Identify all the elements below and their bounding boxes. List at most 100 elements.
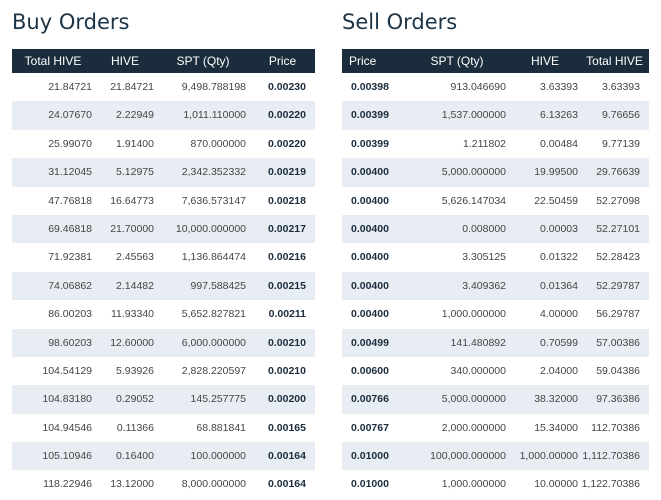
buy-cell-price: 0.00216	[268, 251, 306, 264]
sell-cell-price: 0.00400	[351, 279, 389, 292]
buy-cell-spt-qty: 68.881841	[196, 421, 246, 434]
sell-cell-price: 0.00399	[351, 137, 389, 150]
buy-cell-total-hive: 74.06862	[48, 279, 92, 292]
buy-cell-price: 0.00164	[268, 450, 306, 463]
buy-header-hive[interactable]: HIVE	[110, 54, 139, 68]
buy-cell-spt-qty: 6,000.000000	[181, 336, 246, 349]
sell-order-row[interactable]: 0.00400 5,000.000000 19.99500 29.76639	[342, 158, 649, 187]
sell-header-price[interactable]: Price	[349, 54, 377, 68]
buy-order-row[interactable]: 98.60203 12.60000 6,000.000000 0.00210	[12, 328, 315, 357]
buy-cell-spt-qty: 1,136.864474	[181, 251, 246, 264]
buy-header-total-hive[interactable]: Total HIVE	[24, 54, 82, 68]
sell-order-row[interactable]: 0.00400 0.008000 0.00003 52.27101	[342, 214, 649, 244]
sell-cell-price: 0.00499	[351, 336, 389, 349]
buy-orders-panel: Buy Orders Total HIVE HIVE SPT (Qty) Pri…	[12, 0, 315, 499]
buy-cell-hive: 2.14482	[116, 279, 154, 292]
sell-cell-spt-qty: 5,000.000000	[441, 166, 506, 179]
buy-cell-total-hive: 71.92381	[48, 251, 92, 264]
sell-cell-total-hive: 56.29787	[596, 308, 640, 321]
sell-order-row[interactable]: 0.00400 1,000.000000 4.00000 56.29787	[342, 300, 649, 328]
buy-cell-hive: 2.45563	[116, 251, 154, 264]
buy-order-row[interactable]: 104.54129 5.93926 2,828.220597 0.00210	[12, 357, 315, 385]
buy-order-row[interactable]: 47.76818 16.64773 7,636.573147 0.00218	[12, 187, 315, 215]
sell-cell-price: 0.00400	[351, 222, 389, 235]
sell-cell-price: 0.00399	[351, 109, 389, 122]
sell-order-row[interactable]: 0.00399 1.211802 0.00484 9.77139	[342, 130, 649, 158]
sell-order-row[interactable]: 0.00398 913.046690 3.63393 3.63393	[342, 73, 649, 101]
sell-cell-hive: 0.01322	[540, 251, 578, 264]
sell-order-row[interactable]: 0.00400 5,626.147034 22.50459 52.27098	[342, 187, 649, 215]
sell-order-row[interactable]: 0.01000 1,000.000000 10.00000 1,122.70386	[342, 470, 649, 498]
buy-order-row[interactable]: 21.84721 21.84721 9,498.788198 0.00230	[12, 73, 315, 101]
buy-cell-total-hive: 21.84721	[48, 81, 92, 93]
buy-cell-price: 0.00210	[268, 336, 306, 349]
sell-cell-total-hive: 52.29787	[596, 279, 640, 292]
sell-cell-spt-qty: 5,626.147034	[441, 194, 506, 207]
buy-order-row[interactable]: 86.00203 11.93340 5,652.827821 0.00211	[12, 300, 315, 328]
sell-cell-total-hive: 1,122.70386	[581, 478, 640, 491]
buy-order-row[interactable]: 25.99070 1.91400 870.000000 0.00220	[12, 130, 315, 158]
sell-order-row[interactable]: 0.00600 340.000000 2.04000 59.04386	[342, 357, 649, 385]
buy-order-row[interactable]: 105.10946 0.16400 100.000000 0.00164	[12, 442, 315, 471]
sell-cell-total-hive: 52.27101	[596, 222, 640, 235]
sell-cell-total-hive: 52.28423	[596, 251, 640, 264]
sell-cell-total-hive: 59.04386	[596, 364, 640, 377]
sell-order-row[interactable]: 0.00399 1,537.000000 6.13263 9.76656	[342, 101, 649, 130]
sell-cell-price: 0.00400	[351, 166, 389, 179]
buy-cell-total-hive: 98.60203	[48, 336, 92, 349]
buy-cell-price: 0.00215	[268, 279, 306, 292]
sell-cell-price: 0.00398	[351, 81, 389, 93]
sell-cell-hive: 4.00000	[540, 308, 578, 321]
sell-cell-spt-qty: 1,000.000000	[441, 308, 506, 321]
buy-cell-hive: 1.91400	[116, 137, 154, 150]
buy-order-row[interactable]: 71.92381 2.45563 1,136.864474 0.00216	[12, 243, 315, 271]
sell-order-row[interactable]: 0.00767 2,000.000000 15.34000 112.70386	[342, 414, 649, 442]
buy-orders-body: 21.84721 21.84721 9,498.788198 0.00230 24.07…	[12, 73, 315, 499]
sell-cell-price: 0.00767	[351, 421, 389, 434]
buy-cell-spt-qty: 870.000000	[190, 137, 246, 150]
buy-cell-hive: 5.93926	[116, 364, 154, 377]
sell-header-total-hive[interactable]: Total HIVE	[586, 54, 643, 68]
sell-order-row[interactable]: 0.00400 3.305125 0.01322 52.28423	[342, 243, 649, 271]
buy-order-row[interactable]: 118.22946 13.12000 8,000.000000 0.00164	[12, 470, 315, 498]
buy-order-row[interactable]: 31.12045 5.12975 2,342.352332 0.00219	[12, 158, 315, 187]
buy-cell-total-hive: 118.22946	[43, 478, 92, 491]
buy-cell-hive: 0.16400	[116, 450, 154, 463]
buy-order-row[interactable]: 69.46818 21.70000 10,000.000000 0.00217	[12, 214, 315, 244]
sell-cell-total-hive: 52.27098	[596, 194, 640, 207]
buy-cell-hive: 11.93340	[110, 308, 154, 321]
sell-order-row[interactable]: 0.00499 141.480892 0.70599 57.00386	[342, 328, 649, 357]
sell-order-row[interactable]: 0.01000 100,000.000000 1,000.00000 1,112.70…	[342, 442, 649, 471]
buy-cell-hive: 12.60000	[110, 336, 154, 349]
sell-cell-price: 0.00400	[351, 194, 389, 207]
sell-cell-total-hive: 57.00386	[596, 336, 640, 349]
buy-cell-hive: 5.12975	[116, 166, 154, 179]
buy-cell-hive: 0.11366	[116, 421, 154, 434]
buy-order-row[interactable]: 24.07670 2.22949 1,011.110000 0.00220	[12, 101, 315, 130]
sell-header-spt-qty[interactable]: SPT (Qty)	[430, 54, 484, 68]
buy-cell-total-hive: 69.46818	[48, 222, 92, 235]
sell-cell-spt-qty: 1.211802	[462, 137, 506, 150]
sell-cell-hive: 1,000.00000	[519, 450, 578, 463]
buy-header-spt-qty[interactable]: SPT (Qty)	[176, 54, 230, 68]
buy-order-row[interactable]: 104.94546 0.11366 68.881841 0.00165	[12, 414, 315, 442]
sell-order-row[interactable]: 0.00766 5,000.000000 38.32000 97.36386	[342, 385, 649, 414]
sell-order-row[interactable]: 0.00400 3.409362 0.01364 52.29787	[342, 271, 649, 301]
buy-order-row[interactable]: 74.06862 2.14482 997.588425 0.00215	[12, 271, 315, 301]
buy-header-price[interactable]: Price	[268, 54, 297, 68]
buy-cell-total-hive: 86.00203	[48, 308, 92, 321]
sell-cell-spt-qty: 3.409362	[462, 279, 506, 292]
sell-cell-price: 0.00400	[351, 308, 389, 321]
buy-order-row[interactable]: 104.83180 0.29052 145.257775 0.00200	[12, 385, 315, 414]
sell-cell-price: 0.01000	[351, 450, 389, 463]
sell-cell-spt-qty: 913.046690	[450, 81, 506, 93]
buy-cell-total-hive: 24.07670	[48, 109, 92, 122]
buy-cell-hive: 13.12000	[110, 478, 154, 491]
sell-header-hive[interactable]: HIVE	[530, 54, 559, 68]
sell-cell-spt-qty: 1,537.000000	[441, 109, 506, 122]
sell-cell-total-hive: 29.76639	[596, 166, 640, 179]
sell-orders-panel: Sell Orders Price SPT (Qty) HIVE Total H…	[342, 0, 649, 499]
sell-cell-total-hive: 3.63393	[602, 81, 640, 93]
sell-cell-spt-qty: 3.305125	[462, 251, 506, 264]
buy-cell-spt-qty: 100.000000	[190, 450, 246, 463]
